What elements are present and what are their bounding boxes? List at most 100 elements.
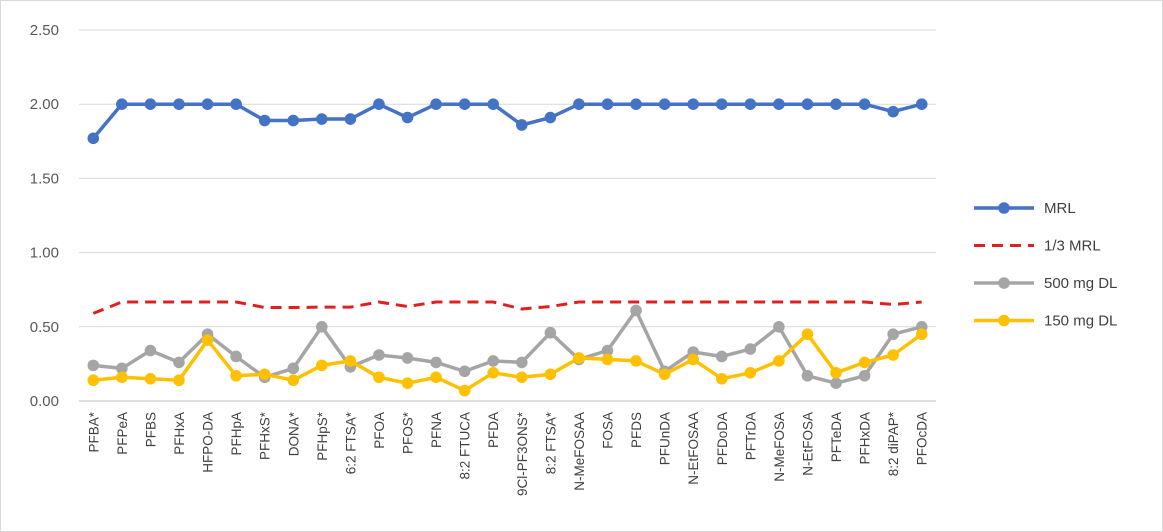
data-point (458, 384, 471, 397)
data-point (430, 356, 442, 369)
data-point (487, 367, 500, 379)
data-point (801, 369, 814, 382)
x-category-label: N-MeFOSAA (572, 412, 587, 491)
x-category-label: PFOA (372, 412, 387, 449)
data-point (316, 321, 328, 333)
data-point (715, 98, 728, 110)
data-point (887, 349, 899, 361)
data-point (715, 350, 728, 363)
data-point (173, 356, 185, 369)
data-point (258, 368, 271, 381)
x-category-label: PFHxDA (858, 412, 873, 465)
data-point (487, 355, 500, 367)
data-point (858, 98, 871, 110)
data-point (658, 368, 671, 381)
series-1-3-mrl (92, 300, 922, 315)
y-tick-label: 2.00 (30, 96, 59, 113)
x-category-label: PFBS (143, 412, 158, 447)
data-point (401, 377, 414, 389)
data-point (773, 321, 785, 333)
data-point (830, 98, 842, 110)
data-point (573, 352, 585, 364)
legend-marker (998, 314, 1010, 327)
data-point (630, 355, 642, 367)
x-category-label: FOSA (600, 412, 615, 449)
data-point (515, 356, 528, 369)
x-category-label: 8:2 diPAP* (886, 411, 901, 476)
legend-item: 500 mg DL (974, 275, 1117, 292)
x-category-label: PFOcDA (915, 412, 930, 465)
y-tick-label: 1.50 (30, 170, 59, 187)
y-tick-label: 2.50 (30, 22, 59, 39)
x-category-label: PFHpS* (315, 411, 330, 461)
data-point (316, 113, 328, 125)
data-point (744, 367, 757, 379)
data-point (744, 343, 757, 355)
data-point (287, 362, 300, 375)
data-point (344, 113, 357, 125)
data-point (87, 132, 100, 145)
x-category-label: 8:2 FTSA* (543, 411, 558, 474)
x-axis-categories: PFBA* PFPeA PFBS PFHxA HFPO-DA PFHpA PFHxS* DON… (86, 411, 929, 496)
data-point (601, 98, 614, 110)
data-point (830, 367, 842, 379)
x-category-label: PFPeA (115, 412, 130, 455)
data-point (773, 355, 785, 367)
data-point (458, 365, 471, 378)
data-point (373, 98, 385, 110)
data-point (230, 369, 242, 382)
data-point (515, 371, 528, 384)
data-point (915, 98, 928, 110)
data-point (430, 98, 442, 110)
data-point (373, 371, 385, 384)
x-category-label: PFUnDA (658, 412, 673, 465)
legend-marker (998, 202, 1010, 214)
data-point (144, 98, 157, 110)
data-point (344, 355, 357, 367)
data-point (744, 98, 757, 110)
series-line (91, 102, 924, 141)
data-point (287, 114, 300, 127)
data-point (801, 328, 814, 341)
data-point (116, 98, 128, 110)
data-point (544, 368, 557, 381)
x-category-label: HFPO-DA (201, 412, 216, 473)
legend: MRL 1/3 MRL 500 mg DL 150 mg DL (974, 200, 1117, 330)
data-point (458, 98, 471, 110)
x-category-label: 8:2 FTUCA (458, 412, 473, 480)
data-point (287, 374, 300, 387)
y-tick-label: 0.00 (30, 393, 59, 410)
data-point (515, 119, 528, 131)
x-category-label: PFNA (429, 412, 444, 448)
y-tick-label: 1.00 (30, 245, 59, 262)
data-point (858, 369, 871, 382)
data-point (401, 111, 414, 124)
series-mrl (87, 98, 928, 145)
data-point (715, 372, 728, 385)
x-category-label: N-MeFOSA (772, 412, 787, 482)
legend-label: MRL (1044, 200, 1076, 217)
data-point (173, 98, 185, 110)
data-point (630, 304, 642, 317)
x-category-label: PFBA* (86, 411, 101, 452)
data-point (687, 98, 699, 110)
x-category-label: N-EtFOSAA (686, 412, 701, 485)
legend-item: 150 mg DL (974, 313, 1117, 330)
data-point (401, 352, 414, 364)
x-category-label: PFTrDA (743, 412, 758, 460)
data-point (316, 359, 328, 372)
data-point (830, 377, 842, 389)
data-point (230, 350, 242, 363)
legend-item: 1/3 MRL (974, 238, 1101, 255)
legend-marker (998, 277, 1010, 289)
data-point (544, 326, 557, 339)
y-tick-label: 0.50 (30, 319, 59, 336)
x-category-label: PFHpA (229, 412, 244, 456)
series-line (91, 308, 924, 385)
data-point (87, 374, 100, 387)
data-point (630, 98, 642, 110)
data-point (116, 362, 128, 375)
x-category-label: N-EtFOSA (800, 412, 815, 476)
